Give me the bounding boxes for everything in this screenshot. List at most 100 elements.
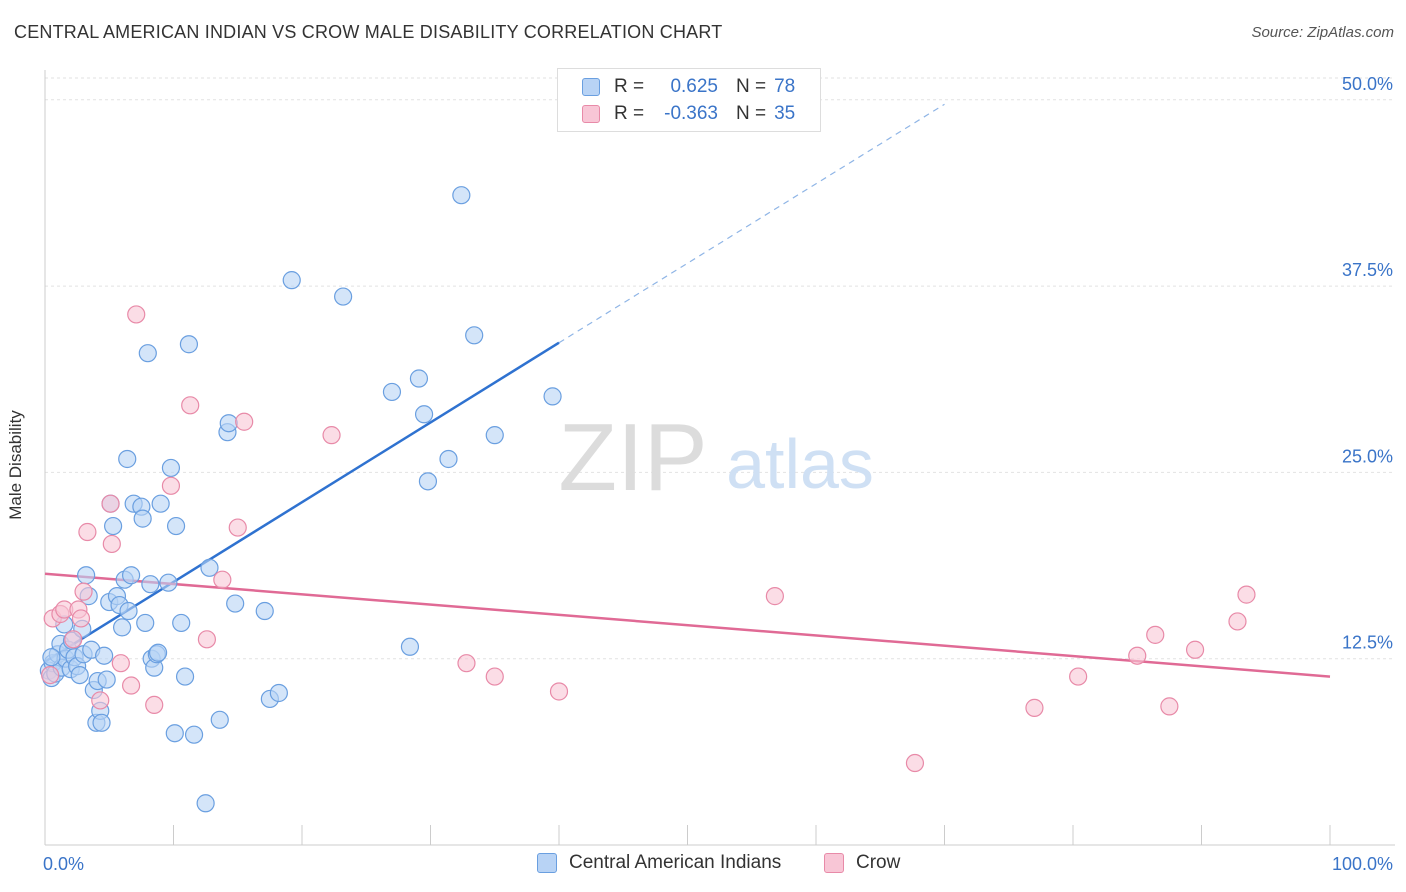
point-central-american-indian <box>138 344 157 363</box>
point-central-american-indian <box>175 667 195 686</box>
trend-line-crow <box>44 572 1331 678</box>
point-central-american-indian <box>282 271 301 290</box>
legend-series: Central American Indians Crow <box>0 852 1406 878</box>
point-crow <box>322 426 341 445</box>
r-label-pink: R = <box>614 103 645 124</box>
trend-lines <box>44 103 1331 678</box>
point-central-american-indian <box>136 613 155 633</box>
point-central-american-indian <box>92 713 111 732</box>
point-central-american-indian <box>104 516 123 536</box>
point-crow <box>1160 697 1179 716</box>
point-crow <box>145 695 164 715</box>
point-crow <box>228 518 247 537</box>
point-crow <box>102 534 121 554</box>
watermark-zip: ZIP <box>558 404 707 511</box>
point-central-american-indian <box>42 648 61 667</box>
axes <box>44 70 1395 846</box>
point-central-american-indian <box>269 683 288 703</box>
legend-row-blue: R = 0.625 N = 78 <box>582 75 795 99</box>
point-crow <box>1069 667 1088 686</box>
point-central-american-indian <box>414 405 434 424</box>
x-tick-label: 0.0% <box>43 854 84 874</box>
point-crow <box>101 494 120 513</box>
point-crow <box>457 654 476 673</box>
x-tick-label: 100.0% <box>1332 854 1393 874</box>
point-crow <box>1228 612 1247 631</box>
point-central-american-indian <box>210 710 229 729</box>
point-central-american-indian <box>77 566 96 585</box>
point-central-american-indian <box>172 613 191 633</box>
point-central-american-indian <box>334 287 353 306</box>
point-crow <box>1185 640 1205 659</box>
point-crow <box>161 476 181 495</box>
point-central-american-indian <box>112 618 132 637</box>
point-central-american-indian <box>382 382 402 402</box>
point-crow <box>905 753 925 773</box>
point-central-american-indian <box>465 326 484 345</box>
y-tick-label: 12.5% <box>1342 633 1393 653</box>
legend-label-central-american-indians: Central American Indians <box>569 852 782 873</box>
point-crow <box>1237 585 1256 604</box>
point-crow <box>197 630 217 649</box>
point-crow <box>111 654 130 673</box>
pink-legend-swatch <box>824 853 844 873</box>
point-crow <box>127 305 146 324</box>
point-central-american-indian <box>133 509 152 528</box>
point-crow <box>549 682 569 701</box>
gridlines <box>45 77 1395 660</box>
pink-swatch <box>582 105 600 123</box>
point-crow <box>213 570 232 589</box>
source-label: Source: ZipAtlas.com <box>1251 24 1394 41</box>
n-label-blue: N = <box>736 76 767 97</box>
n-label-pink: N = <box>736 103 767 124</box>
point-crow <box>41 665 60 685</box>
legend-row-pink: R = -0.363 N = 35 <box>582 102 795 126</box>
point-crow <box>485 667 504 686</box>
point-crow <box>64 630 83 649</box>
point-central-american-indian <box>161 458 181 478</box>
point-central-american-indian <box>148 643 168 662</box>
point-central-american-indian <box>165 724 184 743</box>
legend-stats: R = 0.625 N = 78 R = -0.363 N = 35 <box>557 68 821 132</box>
point-central-american-indian <box>226 594 245 613</box>
point-central-american-indian <box>159 573 178 592</box>
point-central-american-indian <box>97 670 116 689</box>
watermark-atlas: atlas <box>726 425 874 503</box>
n-value-blue: 78 <box>774 76 796 97</box>
point-crow <box>1025 698 1044 717</box>
point-central-american-indian <box>184 725 204 744</box>
blue-legend-swatch <box>537 853 557 873</box>
tick-labels: 12.5% 25.0% 37.5% 50.0% 0.0% 100.0% <box>43 74 1393 874</box>
legend-item-central-american-indians[interactable]: Central American Indians <box>537 852 781 874</box>
point-crow <box>235 412 254 431</box>
legend-item-crow[interactable]: Crow <box>824 852 900 874</box>
point-central-american-indian <box>255 601 274 621</box>
point-central-american-indian <box>179 335 199 354</box>
n-value-pink: 35 <box>774 103 796 124</box>
point-crow <box>765 587 784 606</box>
point-central-american-indian <box>119 601 138 621</box>
point-central-american-indian <box>418 472 438 491</box>
point-central-american-indian <box>543 387 562 406</box>
point-central-american-indian <box>95 646 114 665</box>
point-central-american-indian <box>196 794 215 813</box>
point-crow <box>78 522 97 542</box>
point-central-american-indian <box>200 558 219 577</box>
point-crow <box>121 676 141 695</box>
legend-label-crow: Crow <box>856 852 901 873</box>
y-tick-label: 37.5% <box>1342 260 1393 280</box>
y-tick-label: 25.0% <box>1342 446 1393 466</box>
y-tick-label: 50.0% <box>1342 74 1393 94</box>
point-central-american-indian <box>121 566 141 585</box>
point-crow <box>71 609 91 628</box>
blue-swatch <box>582 78 600 96</box>
r-value-blue: 0.625 <box>670 76 718 97</box>
point-central-american-indian <box>118 449 137 469</box>
point-central-american-indian <box>70 665 89 685</box>
point-crow <box>74 582 93 601</box>
point-crow <box>181 396 200 415</box>
point-crow <box>1128 646 1147 665</box>
point-crow <box>91 691 110 710</box>
point-central-american-indian <box>409 369 429 388</box>
